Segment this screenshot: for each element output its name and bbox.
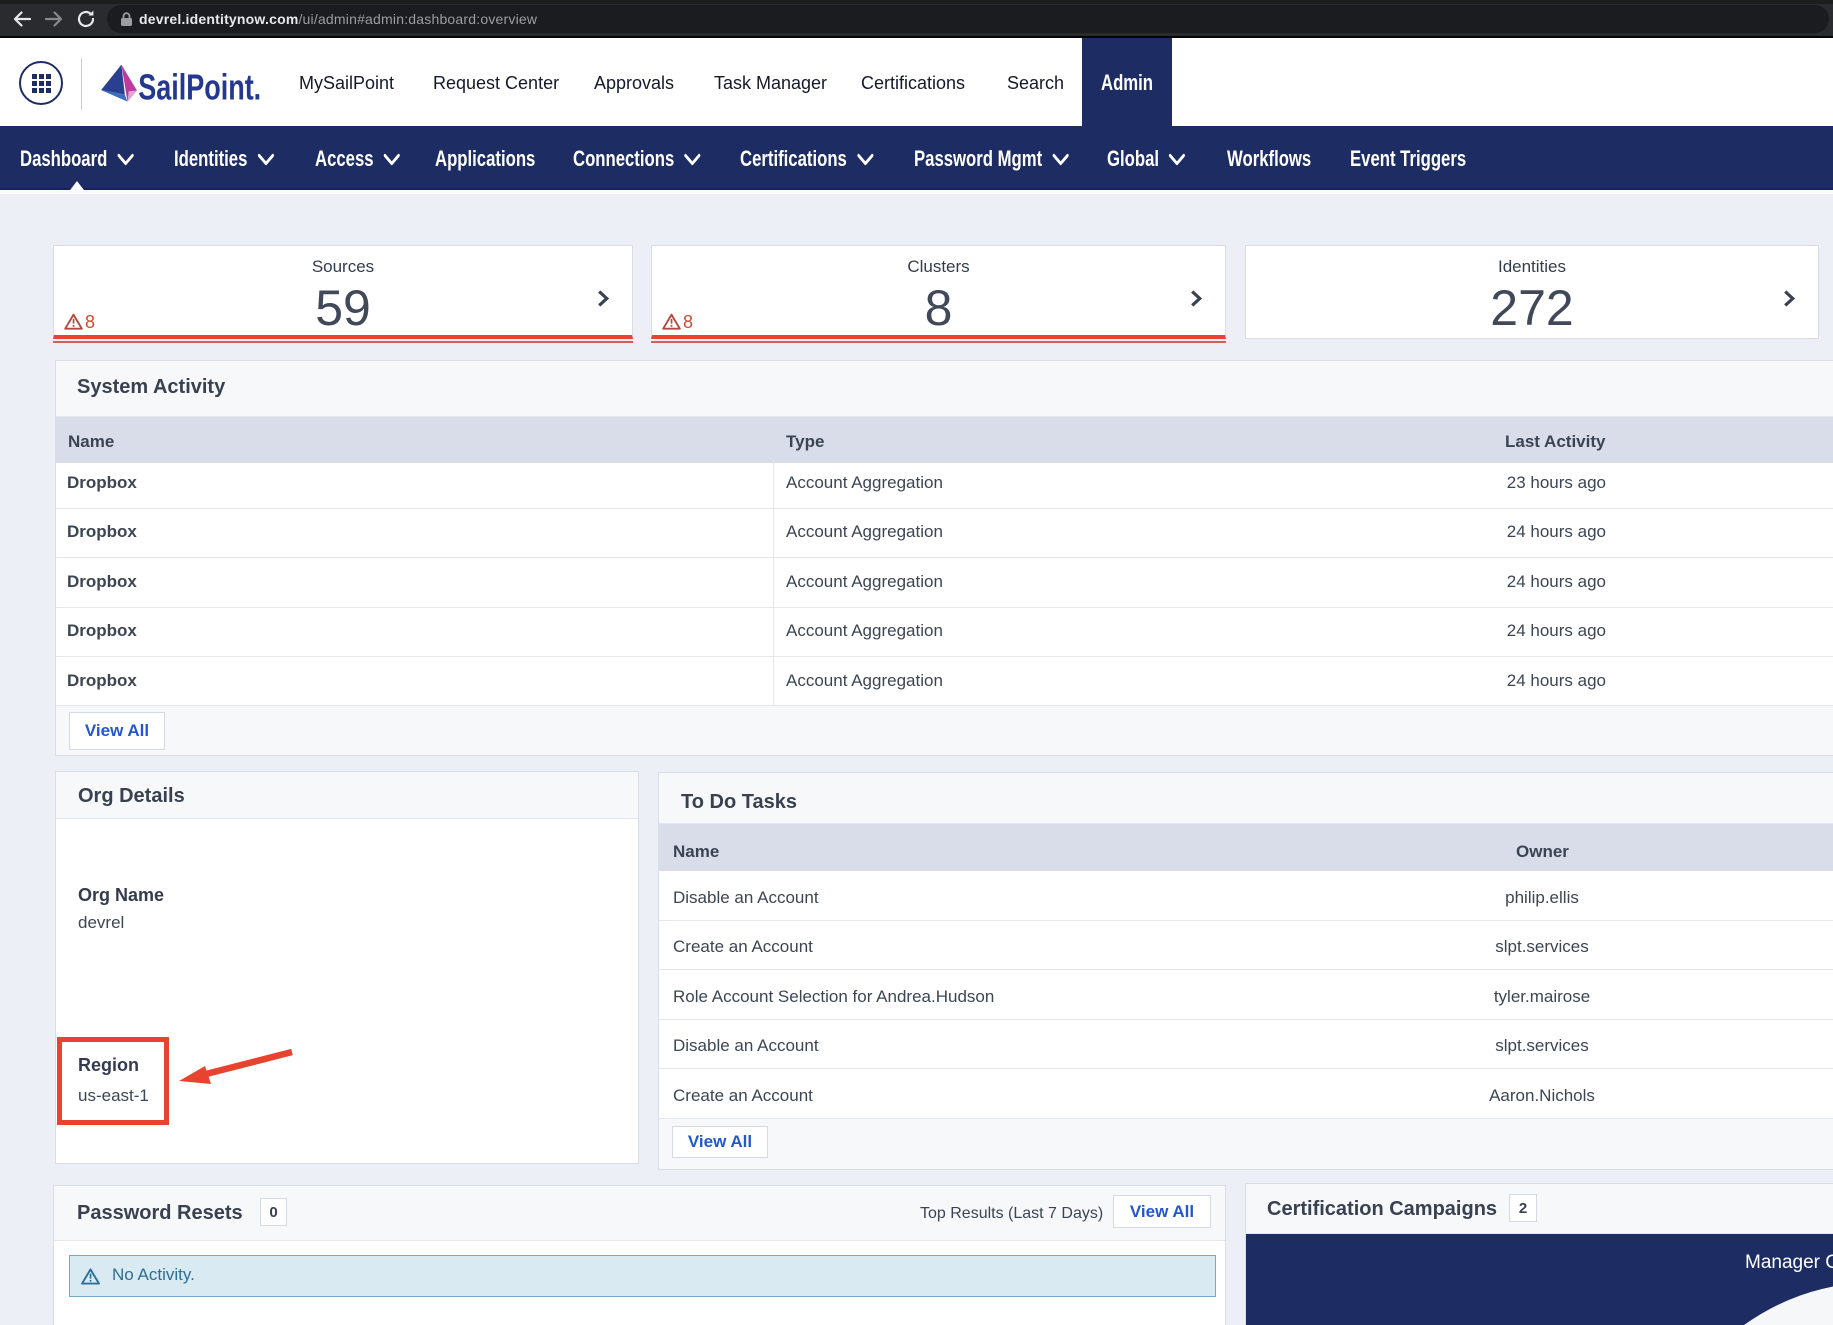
svg-text:SailPoint.: SailPoint. (138, 67, 261, 108)
